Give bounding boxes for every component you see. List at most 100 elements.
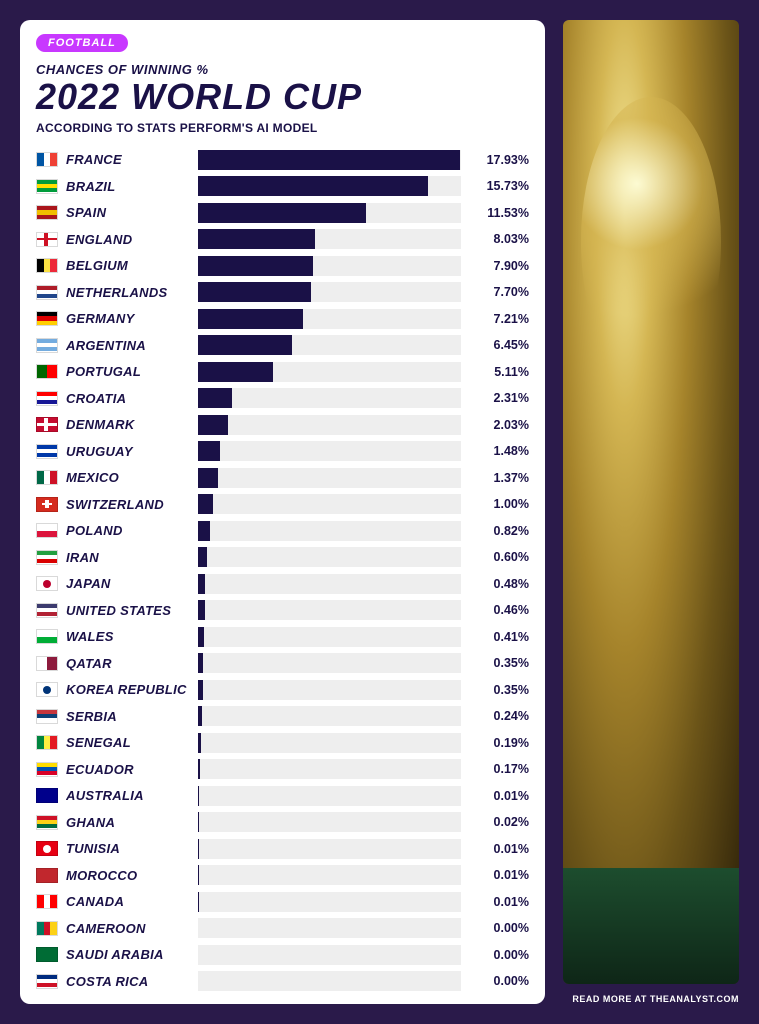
percent-value: 17.93% [471, 153, 529, 167]
percent-value: 7.90% [471, 259, 529, 273]
country-label: TUNISIA [66, 841, 198, 856]
bar-track [198, 945, 461, 965]
bar-track [198, 309, 461, 329]
flag-icon [36, 258, 58, 273]
bar-fill [198, 574, 205, 594]
bar-row: DENMARK2.03% [36, 414, 529, 435]
bar-row: SPAIN11.53% [36, 202, 529, 223]
flag-icon [36, 523, 58, 538]
country-label: FRANCE [66, 152, 198, 167]
flag-icon [36, 894, 58, 909]
flag-icon [36, 629, 58, 644]
bar-track [198, 256, 461, 276]
bar-track [198, 680, 461, 700]
bar-fill [198, 203, 366, 223]
country-label: SENEGAL [66, 735, 198, 750]
country-label: UNITED STATES [66, 603, 198, 618]
flag-icon [36, 444, 58, 459]
bar-row: JAPAN 0.48% [36, 573, 529, 594]
flag-icon [36, 841, 58, 856]
bar-row: IRAN0.60% [36, 547, 529, 568]
percent-value: 0.48% [471, 577, 529, 591]
bar-track [198, 627, 461, 647]
bar-track [198, 600, 461, 620]
flag-icon [36, 205, 58, 220]
bar-row: WALES0.41% [36, 626, 529, 647]
percent-value: 8.03% [471, 232, 529, 246]
flag-icon [36, 576, 58, 591]
bar-fill [198, 176, 428, 196]
flag-icon [36, 497, 58, 512]
bar-row: ARGENTINA6.45% [36, 335, 529, 356]
bar-track [198, 176, 461, 196]
percent-value: 0.00% [471, 974, 529, 988]
percent-value: 0.01% [471, 895, 529, 909]
bar-fill [198, 494, 213, 514]
percent-value: 0.82% [471, 524, 529, 538]
percent-value: 2.31% [471, 391, 529, 405]
bar-row: FRANCE 17.93% [36, 149, 529, 170]
category-badge: FOOTBALL [36, 34, 128, 52]
flag-icon [36, 762, 58, 777]
percent-value: 0.35% [471, 683, 529, 697]
bar-track [198, 441, 461, 461]
bar-track [198, 918, 461, 938]
bar-track [198, 494, 461, 514]
flag-icon [36, 656, 58, 671]
bar-row: BRAZIL15.73% [36, 176, 529, 197]
flag-icon [36, 391, 58, 406]
flag-icon [36, 285, 58, 300]
bar-track [198, 150, 461, 170]
flag-icon [36, 364, 58, 379]
bar-fill [198, 653, 203, 673]
bar-row: BELGIUM7.90% [36, 255, 529, 276]
percent-value: 0.00% [471, 948, 529, 962]
country-label: GHANA [66, 815, 198, 830]
bar-track [198, 574, 461, 594]
percent-value: 0.01% [471, 842, 529, 856]
percent-value: 6.45% [471, 338, 529, 352]
percent-value: 15.73% [471, 179, 529, 193]
flag-icon [36, 788, 58, 803]
bar-fill [198, 441, 220, 461]
bar-fill [198, 627, 204, 647]
country-label: WALES [66, 629, 198, 644]
bar-track [198, 203, 461, 223]
footer-link[interactable]: READ MORE AT THEANALYST.COM [563, 994, 739, 1004]
bar-track [198, 812, 461, 832]
bar-track [198, 892, 461, 912]
country-label: CAMEROON [66, 921, 198, 936]
flag-icon [36, 179, 58, 194]
bar-fill [198, 547, 207, 567]
bar-track [198, 786, 461, 806]
bar-track [198, 362, 461, 382]
country-label: URUGUAY [66, 444, 198, 459]
bar-track [198, 706, 461, 726]
bar-row: ECUADOR0.17% [36, 759, 529, 780]
bar-fill [198, 388, 232, 408]
percent-value: 5.11% [471, 365, 529, 379]
flag-icon [36, 868, 58, 883]
country-label: COSTA RICA [66, 974, 198, 989]
bar-track [198, 415, 461, 435]
percent-value: 0.35% [471, 656, 529, 670]
percent-value: 7.21% [471, 312, 529, 326]
flag-icon [36, 709, 58, 724]
percent-value: 7.70% [471, 285, 529, 299]
bar-fill [198, 415, 228, 435]
bar-track [198, 653, 461, 673]
percent-value: 0.24% [471, 709, 529, 723]
bar-track [198, 733, 461, 753]
bar-fill [198, 256, 313, 276]
country-label: JAPAN [66, 576, 198, 591]
bar-fill [198, 282, 311, 302]
country-label: SAUDI ARABIA [66, 947, 198, 962]
bar-row: MEXICO1.37% [36, 467, 529, 488]
subtitle-top: CHANCES OF WINNING % [36, 62, 529, 77]
flag-icon [36, 815, 58, 830]
trophy-image [563, 20, 739, 984]
bar-row: SERBIA0.24% [36, 706, 529, 727]
bar-row: KOREA REPUBLIC0.35% [36, 679, 529, 700]
country-label: DENMARK [66, 417, 198, 432]
country-label: MEXICO [66, 470, 198, 485]
